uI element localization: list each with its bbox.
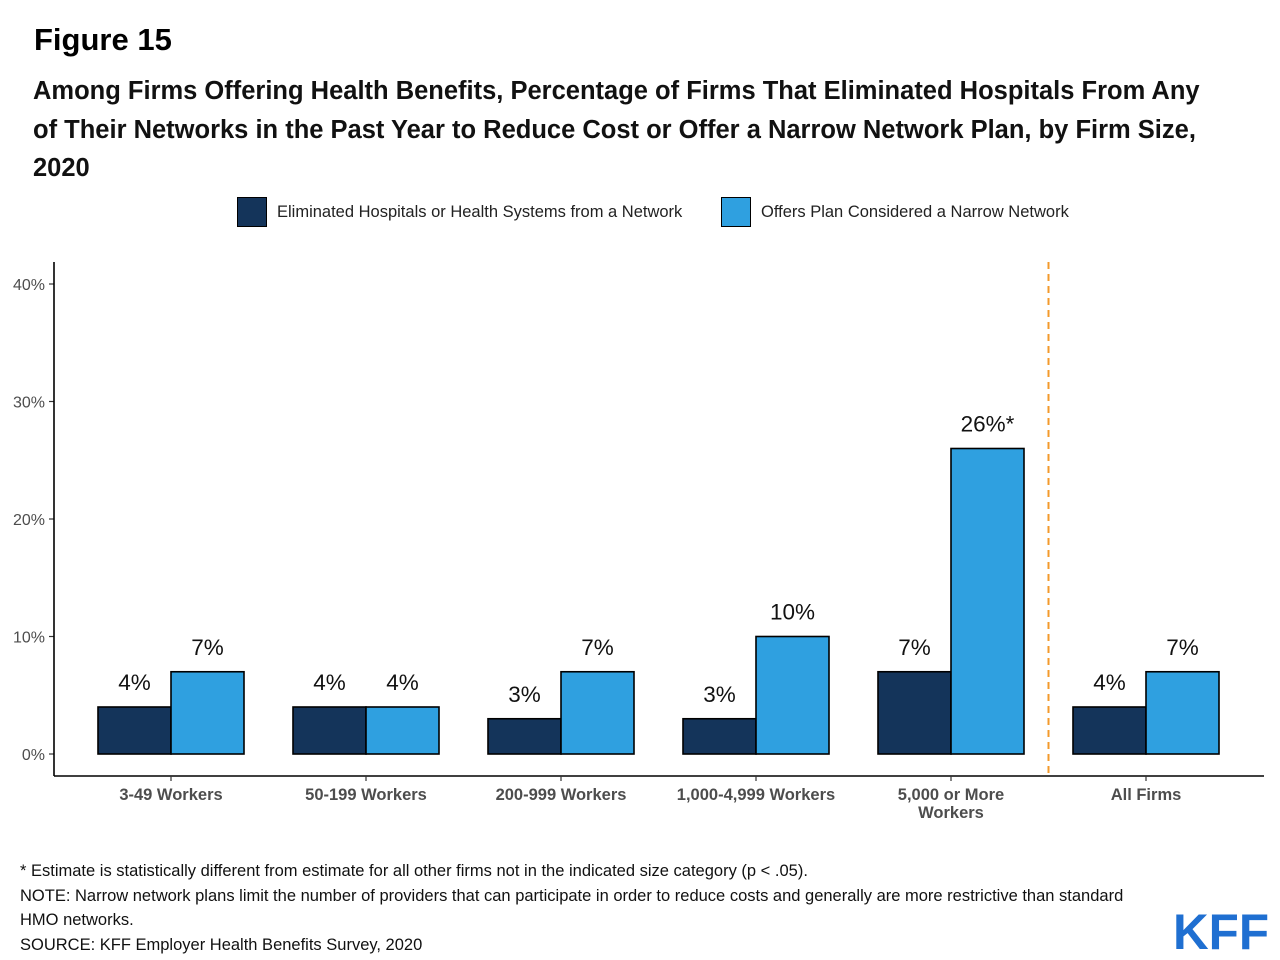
category-label: 1,000-4,999 Workers — [677, 786, 835, 804]
bar-eliminated — [1072, 706, 1147, 755]
legend-label-eliminated: Eliminated Hospitals or Health Systems f… — [277, 202, 683, 221]
figure-label: Figure 15 — [34, 22, 172, 57]
y-tick-label: 20% — [13, 512, 45, 529]
y-tick-label: 10% — [13, 630, 45, 647]
kff-logo-text: KFF — [1173, 907, 1269, 953]
value-label-eliminated: 4% — [313, 670, 346, 695]
chart-title: Among Firms Offering Health Benefits, Pe… — [33, 77, 1200, 182]
value-label-narrow-network: 26%* — [961, 412, 1015, 437]
y-tick-label: 30% — [13, 395, 45, 412]
legend-item-narrow-network: Offers Plan Considered a Narrow Network — [721, 197, 1069, 227]
category-label: 3-49 Workers — [119, 786, 222, 804]
value-label-narrow-network: 7% — [191, 635, 224, 660]
bar-chart: 0% 10% 20% 30% 40% 4% 7% 3-49 Workers 4% 4% 50-199… — [13, 262, 1264, 822]
y-tick-label: 0% — [22, 747, 45, 764]
legend-swatch-narrow-network — [721, 197, 751, 227]
bar-narrow-network — [365, 706, 440, 755]
category-label: All Firms — [1111, 786, 1182, 804]
bar-eliminated — [97, 706, 172, 755]
footnotes: * Estimate is statistically different fr… — [20, 859, 1150, 957]
bar-eliminated — [682, 717, 757, 755]
category-label: 50-199 Workers — [305, 786, 427, 804]
bar-narrow-network — [1145, 670, 1220, 755]
value-label-eliminated: 7% — [898, 635, 931, 660]
value-label-narrow-network: 4% — [386, 670, 419, 695]
bar-narrow-network — [560, 670, 635, 755]
bar-eliminated — [487, 717, 562, 755]
value-label-eliminated: 3% — [703, 682, 736, 707]
chart-legend: Eliminated Hospitals or Health Systems f… — [0, 197, 1280, 231]
bar-narrow-network — [950, 447, 1025, 755]
y-tick-label: 40% — [13, 277, 45, 294]
footnote-note: NOTE: Narrow network plans limit the num… — [20, 886, 1124, 930]
value-label-narrow-network: 10% — [770, 600, 815, 625]
bar-narrow-network — [755, 635, 830, 755]
value-label-eliminated: 3% — [508, 682, 541, 707]
bar-narrow-network — [170, 670, 245, 755]
category-label: 200-999 Workers — [496, 786, 627, 804]
value-label-eliminated: 4% — [1093, 670, 1126, 695]
value-label-eliminated: 4% — [118, 670, 151, 695]
legend-label-narrow-network: Offers Plan Considered a Narrow Network — [761, 202, 1069, 221]
value-label-narrow-network: 7% — [1166, 635, 1199, 660]
kff-logo: KFF — [1173, 907, 1269, 953]
category-label: 5,000 or More Workers — [898, 786, 1004, 822]
legend-item-eliminated: Eliminated Hospitals or Health Systems f… — [237, 197, 682, 227]
footnote-significance: * Estimate is statistically different fr… — [20, 862, 808, 880]
bar-eliminated — [292, 706, 367, 755]
legend-swatch-eliminated — [237, 197, 267, 227]
bar-eliminated — [877, 670, 952, 755]
value-label-narrow-network: 7% — [581, 635, 614, 660]
footnote-source: SOURCE: KFF Employer Health Benefits Sur… — [20, 935, 423, 954]
